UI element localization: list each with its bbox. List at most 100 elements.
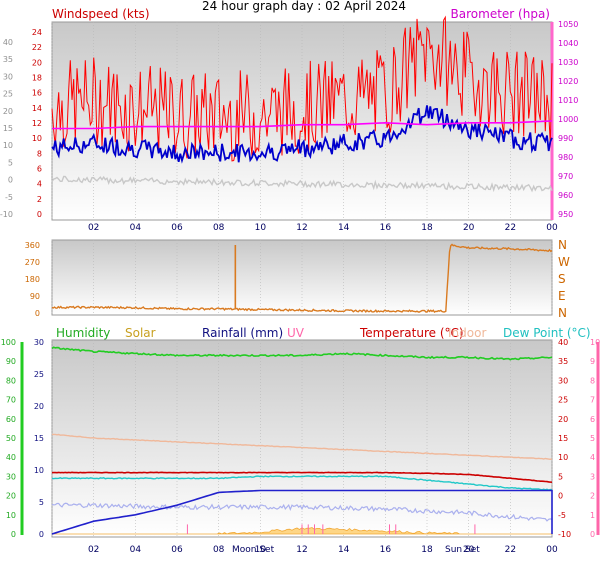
barometer-tick-label: 990 [558,134,573,143]
barometer-tick-label: 1050 [558,20,578,29]
moon-set-label: Moon Set [232,545,275,555]
outer-tick-label: -10 [0,210,13,219]
outer-tick-label: 10 [3,141,13,150]
x-tick-label: 14 [338,223,350,233]
compass-label: N [558,238,567,252]
x-tick-label: 22 [505,223,516,233]
x-tick-label: 06 [171,223,183,233]
outer-tick-label: 15 [3,124,13,133]
low-wind-line [51,175,553,193]
x-tick-label: 10 [255,223,267,233]
humidity-tick-label: 80 [6,376,16,385]
outer-tick-label: 40 [3,38,13,47]
x-tick-label: 22 [505,545,516,555]
x-tick-label: 04 [130,545,142,555]
barometer-axis-label: Barometer (hpa) [450,7,550,21]
uv-tick-label: 10 [590,338,600,347]
x-tick-label: 00 [546,545,558,555]
temperature-tick-label: 35 [558,357,568,366]
x-tick-label: 04 [130,223,142,233]
direction-tick-label: 180 [25,275,40,284]
dewpoint-series-line [51,475,553,491]
wind-panel: 2422201816141210864204035302520151050-5-… [0,15,578,233]
temperature-tick-label: 25 [558,396,568,405]
compass-label: W [558,255,570,269]
direction-tick-label: 0 [35,309,40,318]
x-tick-label: 06 [171,545,183,555]
temperature-tick-label: 0 [558,492,563,501]
uv-tick-label: 1 [590,511,595,520]
barometer-tick-label: 1040 [558,39,578,48]
x-tick-label: 16 [380,545,392,555]
direction-tick-label: 360 [25,241,40,250]
x-tick-label: 14 [338,545,350,555]
uv-tick-label: 5 [590,434,595,443]
outer-tick-label: -5 [5,193,13,202]
outer-tick-label: 30 [3,72,13,81]
temperature-panel: 1009080706050403020100302520151050403530… [1,338,600,555]
windspeed-tick-label: 0 [37,210,42,219]
x-tick-label: 20 [463,223,475,233]
temperature-series-line [51,471,553,483]
temperature-tick-label: 40 [558,338,568,347]
x-tick-label: 18 [421,223,433,233]
barometer-series-line [52,120,553,130]
compass-label: S [558,272,566,286]
humidity-series-line [51,346,553,361]
barometer-tick-label: 1030 [558,58,578,67]
x-tick-label: 16 [380,223,392,233]
temperature-tick-label: 5 [558,472,563,481]
uv-tick-label: 4 [590,453,595,462]
x-tick-label: 08 [213,545,225,555]
barometer-tick-label: 980 [558,153,573,162]
compass-label: N [558,306,567,320]
windspeed-tick-label: 4 [37,180,42,189]
barometer-tick-label: 960 [558,191,573,200]
x-tick-label: 02 [88,545,99,555]
average-wind-series-line [51,105,553,164]
x-tick-label: 20 [463,545,475,555]
barometer-tick-label: 1010 [558,96,578,105]
x-tick-label: 12 [296,223,307,233]
windspeed-tick-label: 6 [37,165,42,174]
legend-uv: UV [287,326,304,340]
temperature-tick-label: -10 [558,530,571,539]
humidity-tick-label: 100 [1,338,16,347]
humidity-tick-label: 10 [6,511,16,520]
humidity-tick-label: 70 [6,396,16,405]
barometer-tick-label: 970 [558,172,573,181]
barometer-tick-label: 1020 [558,77,578,86]
outer-tick-label: 5 [8,158,13,167]
x-tick-label: 02 [88,223,99,233]
windspeed-tick-label: 16 [32,89,42,98]
legend-temperature: Temperature (°C) [360,326,464,340]
apparent-series-line [51,502,553,522]
humidity-tick-label: 0 [11,530,16,539]
uv-tick-label: 2 [590,492,595,501]
rainfall-series-line [51,489,553,535]
uv-tick-label: 9 [590,357,595,366]
legend-rainfall: Rainfall (mm) [202,326,284,340]
rainfall-tick-label: 20 [34,402,44,411]
barometer-tick-label: 950 [558,210,573,219]
outer-tick-label: 0 [8,176,13,185]
uv-tick-label: 6 [590,415,595,424]
humidity-tick-label: 30 [6,472,16,481]
x-tick-label: 18 [421,545,433,555]
humidity-tick-label: 20 [6,492,16,501]
rainfall-tick-label: 30 [34,338,44,347]
temperature-tick-label: 10 [558,453,568,462]
rainfall-tick-label: 25 [34,370,44,379]
legend-indoor: Indoor [448,326,487,340]
rainfall-tick-label: 15 [34,434,44,443]
x-tick-label: 00 [546,223,558,233]
humidity-tick-label: 90 [6,357,16,366]
uv-tick-label: 3 [590,472,595,481]
humidity-tick-label: 40 [6,453,16,462]
rainfall-tick-label: 0 [39,530,44,539]
indoor-series-line [52,433,553,461]
humidity-tick-label: 60 [6,415,16,424]
x-tick-label: 12 [296,545,307,555]
legend-solar: Solar [125,326,156,340]
